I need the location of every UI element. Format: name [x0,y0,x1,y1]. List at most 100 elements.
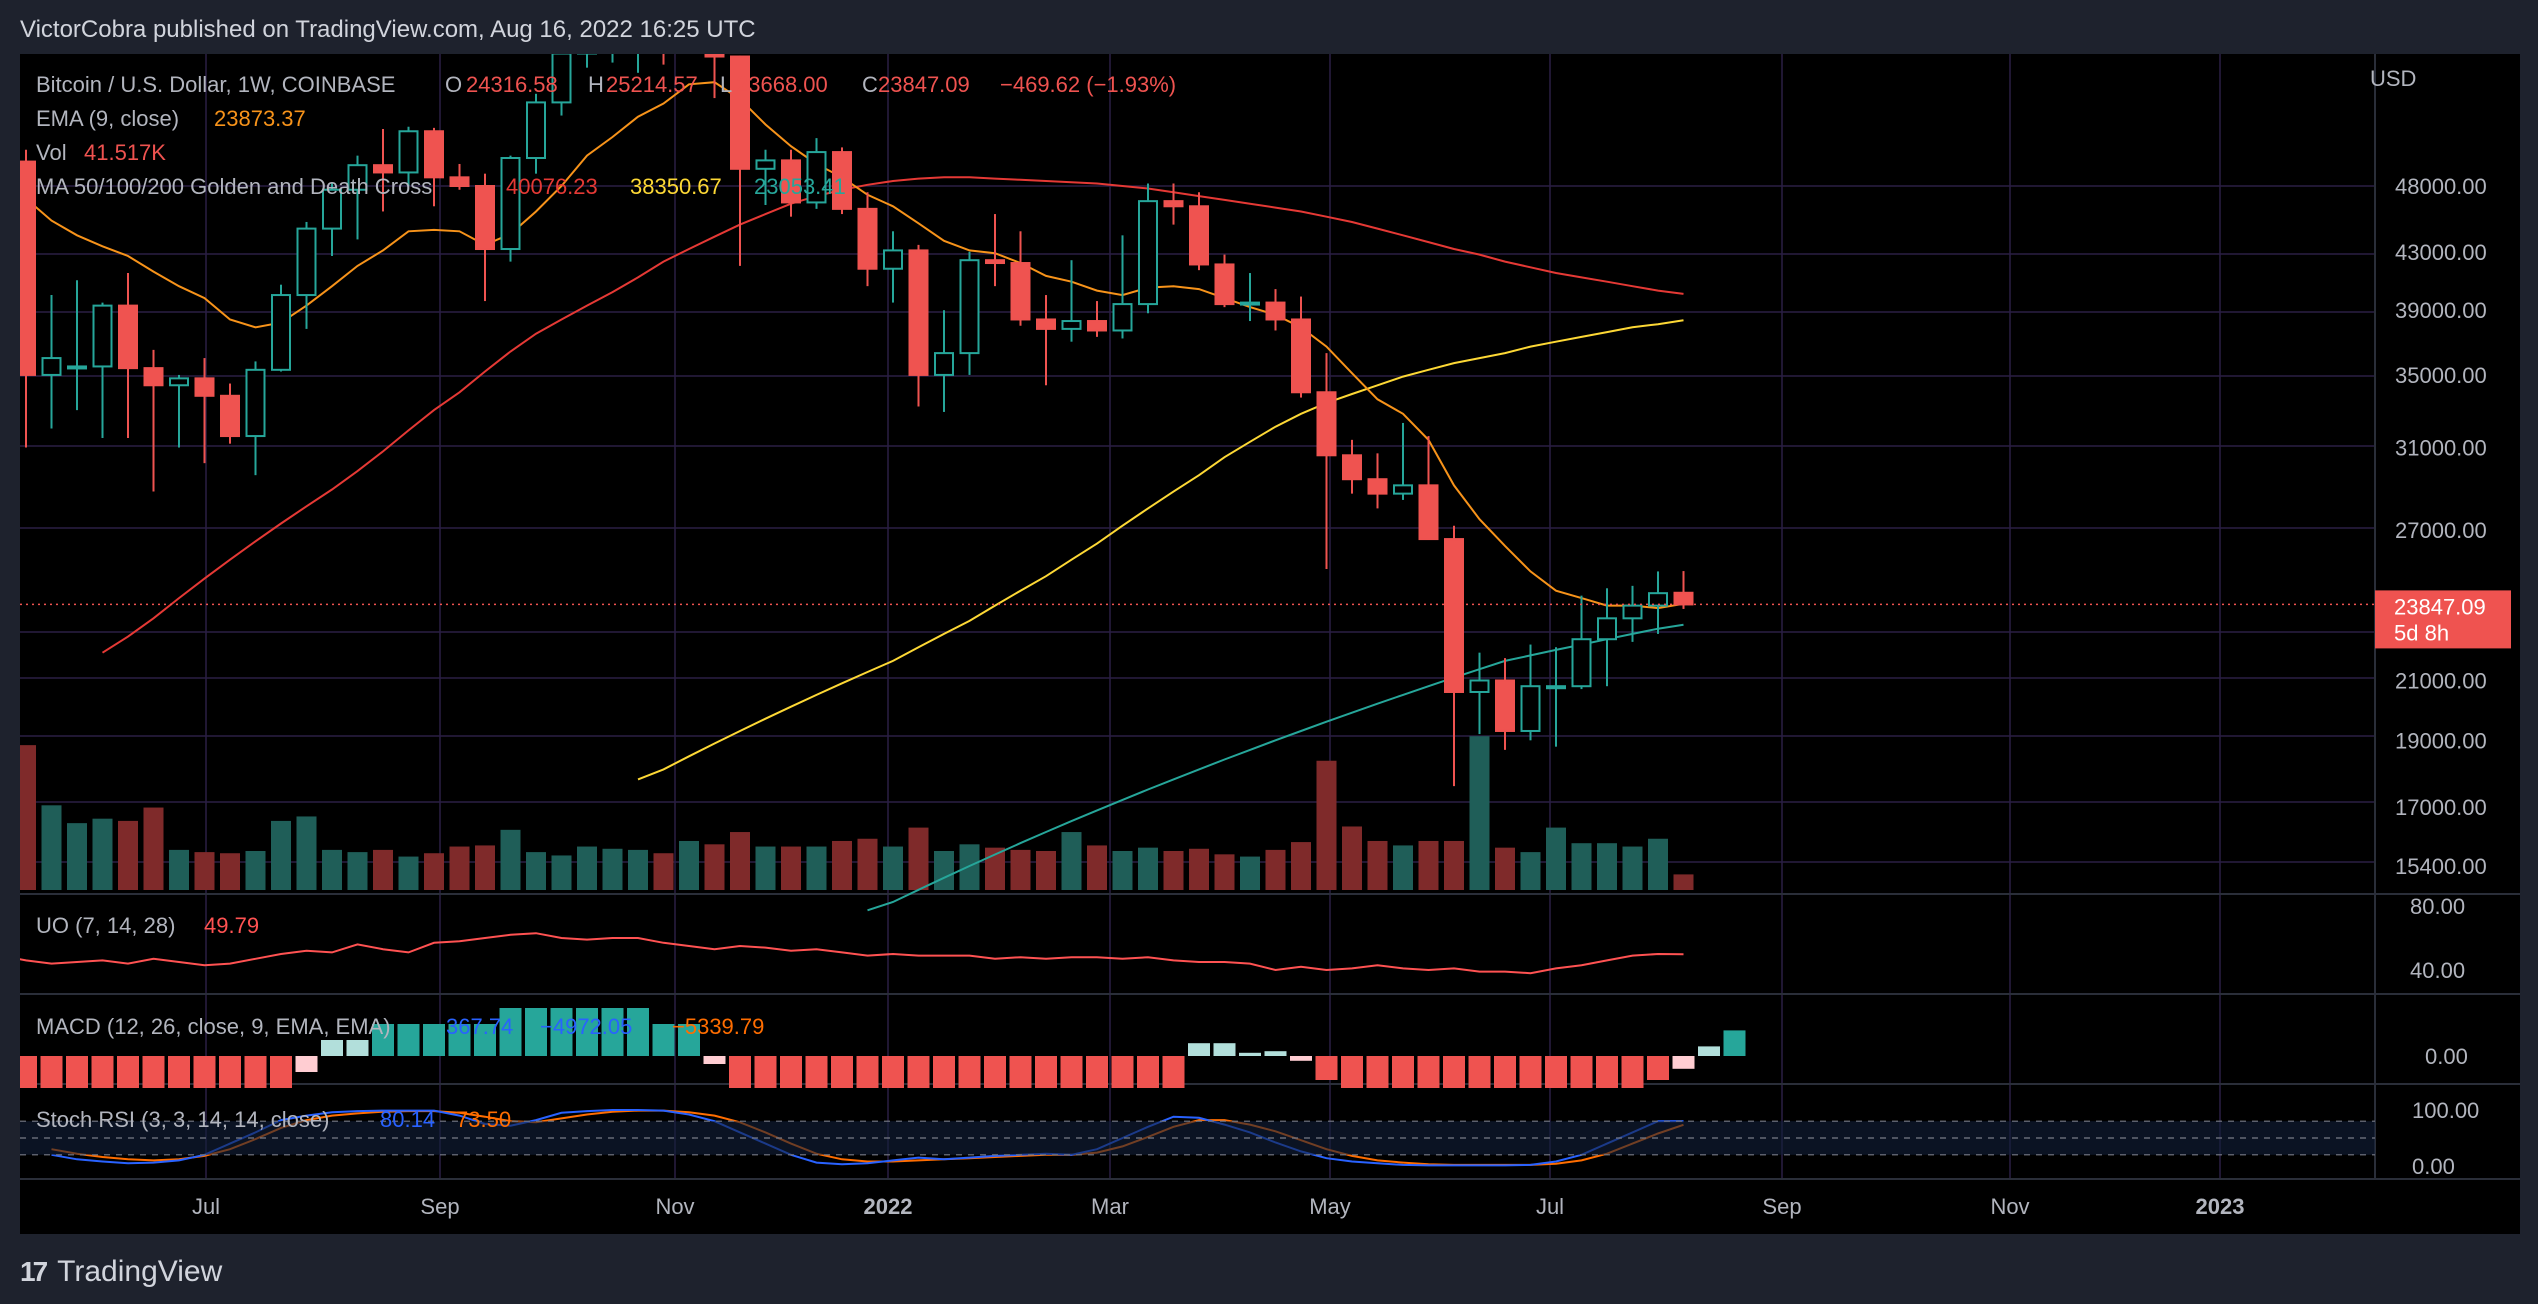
time-tick-label: Sep [1762,1194,1801,1219]
price-axis: 48000.00 43000.00 39000.00 35000.00 31000.00… [2395,174,2487,1179]
volume-bar [602,848,623,890]
macd-histogram-bar [321,1040,343,1056]
legend-ma50-value: 40076.23 [506,174,598,199]
candle-body [1240,301,1260,306]
macd-histogram-bar [448,1024,471,1056]
macd-pane [20,1008,1746,1088]
candle-body [1546,685,1566,690]
volume-bar [1393,845,1413,890]
macd-histogram-bar [1213,1043,1236,1056]
macd-histogram-bar [1035,1056,1057,1088]
volume-bar [500,829,521,890]
macd-legend: MACD (12, 26, close, 9, EMA, EMA) 367.74… [36,1014,764,1039]
volume-bar [1010,849,1031,890]
moving-average-lines [20,81,1684,1167]
price-tick-label: 21000.00 [2395,669,2487,694]
candle-body [322,188,342,230]
candle-body [1444,538,1464,693]
volume-bar [373,849,393,890]
legend-symbol: Bitcoin / U.S. Dollar, 1W, COINBASE [36,72,395,97]
volume-bar [1189,848,1209,890]
candle-body [169,377,189,387]
macd-signal-value: −4972.05 [540,1014,632,1039]
candle-body [296,227,317,297]
stoch-d-value: 73.50 [456,1107,511,1132]
macd-histogram-bar [499,1008,522,1056]
candle-body [92,304,113,368]
volume-bar [1495,847,1515,890]
candle-body [475,185,495,251]
macd-histogram-bar [1443,1056,1465,1088]
candle-body [373,164,393,174]
volume-bar [1546,827,1566,890]
price-tick-label: 43000.00 [2395,240,2487,265]
ema9-line [25,81,1684,610]
macd-histogram-bar [780,1056,802,1088]
volume-bar [1112,851,1133,890]
legend-ema-value: 23873.37 [214,106,306,131]
volume-bar [526,852,546,890]
time-tick-label: Jul [1536,1194,1564,1219]
volume-bar [143,807,164,890]
candle-body [1036,318,1056,330]
candle-body [526,101,546,160]
macd-histogram-bar [1647,1056,1669,1080]
macd-histogram-bar [397,1024,420,1056]
legend-vol-value: 41.517K [84,140,166,165]
price-tag-bg [2375,590,2511,649]
macd-histogram-bar [142,1056,165,1088]
ma50-line [101,176,1684,654]
candle-body [1163,200,1184,208]
macd-histogram-bar [1111,1056,1134,1088]
time-tick-label: Jul [192,1194,220,1219]
macd-histogram-bar [1239,1052,1261,1056]
macd-histogram-bar [1494,1056,1516,1088]
macd-histogram-bar [907,1056,930,1088]
macd-histogram-bar [1137,1056,1159,1088]
legend-o-label: O [445,72,462,97]
candle-body [143,367,164,387]
macd-histogram-bar [1290,1056,1312,1061]
volume-bar [398,856,419,890]
chart-panel[interactable]: 48000.00 43000.00 39000.00 35000.00 31000.00… [20,54,2520,1234]
volume-bar [653,853,674,890]
volume-bar [118,820,138,890]
macd-histogram-bar [1060,1056,1083,1088]
macd-histogram-bar [244,1056,267,1088]
ma100-line [637,319,1684,781]
volume-bars [20,736,1694,890]
macd-histogram-bar [703,1056,726,1064]
volume-bar [424,853,444,890]
candle-body [1469,679,1490,693]
macd-histogram-bar [1162,1056,1185,1088]
volume-bar [1138,847,1158,890]
macd-histogram-bar [1009,1056,1032,1088]
volume-bar [20,745,36,890]
macd-histogram-bar [882,1056,904,1088]
candle-body [1520,685,1541,732]
tradingview-logo-icon: 17 [20,1256,48,1287]
stoch-legend: Stoch RSI (3, 3, 14, 14, close) 80.14 73… [36,1107,511,1132]
time-tick-label: 2023 [2196,1194,2245,1219]
candle-body [1291,318,1311,394]
footer: 17 TradingView [0,1240,2538,1304]
macd-histogram-bar [1468,1056,1491,1088]
candle-body [1495,679,1515,732]
candle-body [1597,617,1617,641]
macd-histogram-bar [168,1056,190,1088]
stoch-k-value: 80.14 [380,1107,435,1132]
macd-histogram-bar [678,1024,700,1056]
volume-bar [908,827,929,890]
legend-open: 24316.58 [466,72,558,97]
stoch-label: Stoch RSI (3, 3, 14, 14, close) [36,1107,329,1132]
price-tick-label: 39000.00 [2395,298,2487,323]
chart-svg[interactable]: 48000.00 43000.00 39000.00 35000.00 31000.00… [20,54,2520,1234]
macd-histogram-bar [652,1024,675,1056]
legend-ema-label: EMA (9, close) [36,106,179,131]
candle-body [500,157,521,251]
volume-bar [67,823,87,890]
volume-bar [934,851,954,890]
candle-body [1061,320,1082,330]
volume-bar [1214,854,1235,890]
macd-histogram-bar [1264,1051,1287,1056]
